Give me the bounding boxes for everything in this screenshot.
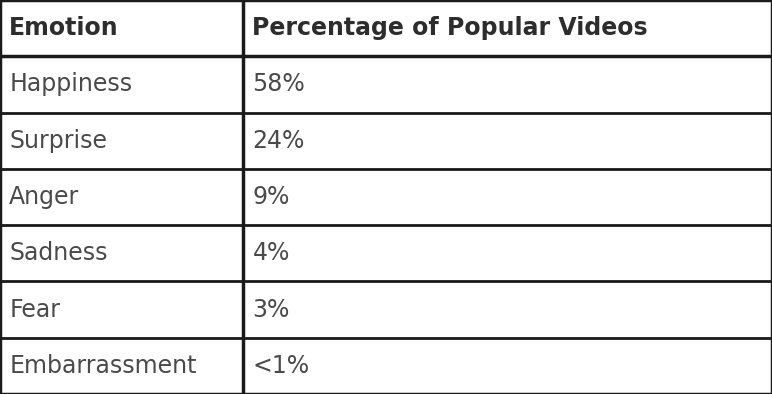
Bar — [0, 169, 243, 225]
Text: Sadness: Sadness — [9, 241, 108, 265]
Text: Anger: Anger — [9, 185, 80, 209]
Text: Emotion: Emotion — [9, 16, 119, 40]
Text: 4%: 4% — [252, 241, 290, 265]
Text: <1%: <1% — [252, 354, 310, 378]
Bar — [243, 225, 772, 281]
Bar — [0, 113, 243, 169]
Bar — [0, 225, 243, 281]
Bar — [243, 113, 772, 169]
Bar — [243, 169, 772, 225]
Text: Surprise: Surprise — [9, 129, 107, 153]
Text: 3%: 3% — [252, 297, 290, 322]
Text: Percentage of Popular Videos: Percentage of Popular Videos — [252, 16, 648, 40]
Text: Happiness: Happiness — [9, 72, 132, 97]
Bar — [243, 338, 772, 394]
Bar — [243, 281, 772, 338]
Text: 9%: 9% — [252, 185, 290, 209]
Bar — [0, 281, 243, 338]
Bar — [0, 338, 243, 394]
Text: 58%: 58% — [252, 72, 305, 97]
Text: 24%: 24% — [252, 129, 305, 153]
Bar — [0, 56, 243, 113]
Bar — [0, 0, 243, 56]
Text: Embarrassment: Embarrassment — [9, 354, 197, 378]
Bar — [243, 0, 772, 56]
Bar — [243, 56, 772, 113]
Text: Fear: Fear — [9, 297, 60, 322]
